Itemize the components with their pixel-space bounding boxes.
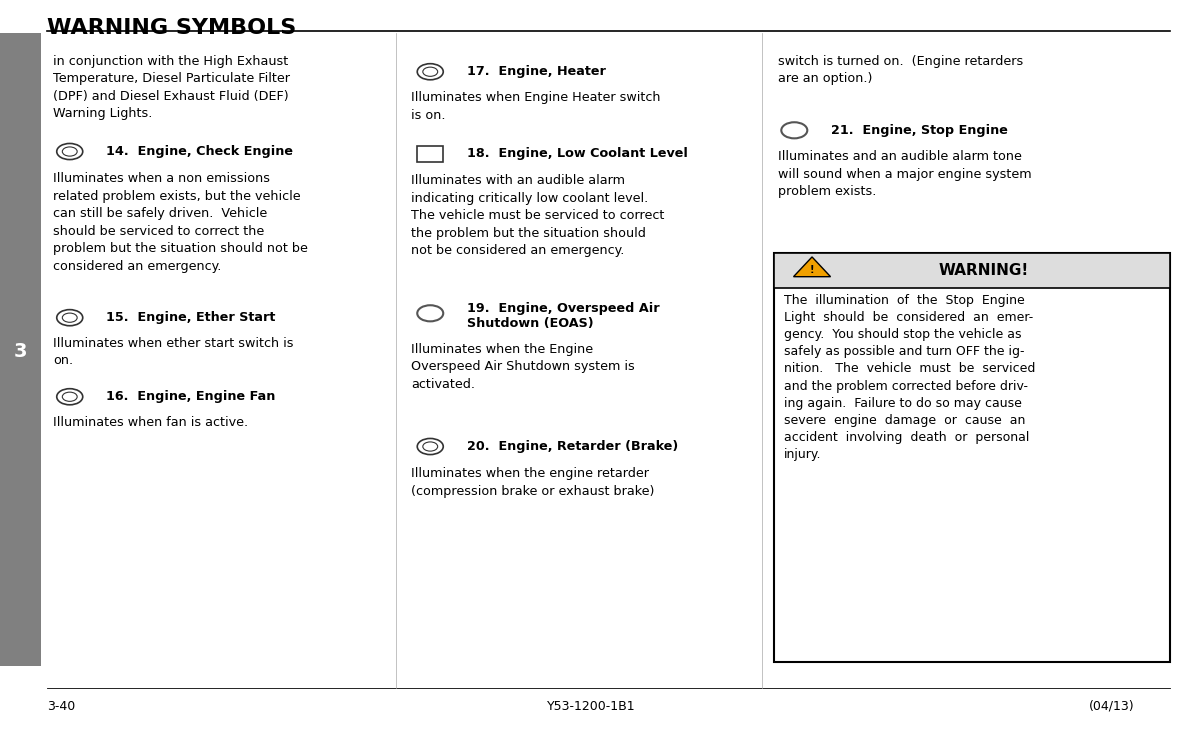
Text: WARNING SYMBOLS: WARNING SYMBOLS (47, 18, 297, 38)
FancyBboxPatch shape (0, 33, 41, 666)
Text: Illuminates when a non emissions
related problem exists, but the vehicle
can sti: Illuminates when a non emissions related… (53, 172, 309, 272)
Polygon shape (793, 257, 831, 277)
Text: 3-40: 3-40 (47, 700, 76, 713)
Text: 21.  Engine, Stop Engine: 21. Engine, Stop Engine (831, 124, 1008, 137)
Text: 15.  Engine, Ether Start: 15. Engine, Ether Start (106, 311, 275, 324)
Text: Illuminates when fan is active.: Illuminates when fan is active. (53, 416, 248, 429)
Text: Shutdown (EOAS): Shutdown (EOAS) (467, 317, 593, 330)
Text: 19.  Engine, Overspeed Air: 19. Engine, Overspeed Air (467, 302, 660, 315)
Text: 17.  Engine, Heater: 17. Engine, Heater (467, 65, 605, 78)
Text: switch is turned on.  (Engine retarders
are an option.): switch is turned on. (Engine retarders a… (778, 55, 1022, 86)
Text: Y53-1200-1B1: Y53-1200-1B1 (547, 700, 635, 713)
Text: 20.  Engine, Retarder (Brake): 20. Engine, Retarder (Brake) (467, 440, 678, 453)
Text: WARNING!: WARNING! (939, 263, 1030, 277)
Text: 3: 3 (14, 342, 27, 361)
Text: Illuminates and an audible alarm tone
will sound when a major engine system
prob: Illuminates and an audible alarm tone wi… (778, 150, 1032, 198)
Text: in conjunction with the High Exhaust
Temperature, Diesel Particulate Filter
(DPF: in conjunction with the High Exhaust Tem… (53, 55, 291, 120)
Text: The  illumination  of  the  Stop  Engine
Light  should  be  considered  an  emer: The illumination of the Stop Engine Ligh… (784, 294, 1035, 461)
Text: 16.  Engine, Engine Fan: 16. Engine, Engine Fan (106, 390, 275, 403)
Text: Illuminates when the engine retarder
(compression brake or exhaust brake): Illuminates when the engine retarder (co… (411, 467, 655, 498)
Text: (04/13): (04/13) (1089, 700, 1135, 713)
FancyBboxPatch shape (774, 253, 1170, 662)
Text: Illuminates with an audible alarm
indicating critically low coolant level.
The v: Illuminates with an audible alarm indica… (411, 174, 664, 257)
FancyBboxPatch shape (774, 253, 1170, 288)
Text: 18.  Engine, Low Coolant Level: 18. Engine, Low Coolant Level (467, 147, 688, 160)
Text: !: ! (810, 265, 814, 275)
Text: Illuminates when ether start switch is
on.: Illuminates when ether start switch is o… (53, 337, 293, 367)
Text: Illuminates when the Engine
Overspeed Air Shutdown system is
activated.: Illuminates when the Engine Overspeed Ai… (411, 343, 635, 391)
Text: Illuminates when Engine Heater switch
is on.: Illuminates when Engine Heater switch is… (411, 92, 661, 122)
Text: 14.  Engine, Check Engine: 14. Engine, Check Engine (106, 145, 293, 158)
